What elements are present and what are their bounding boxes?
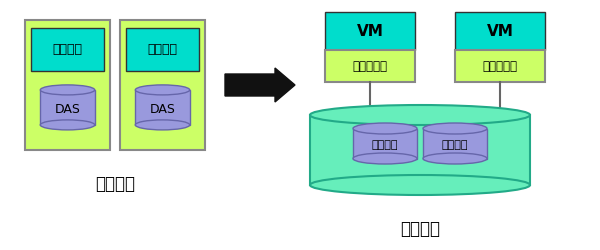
Polygon shape xyxy=(310,115,530,185)
Polygon shape xyxy=(353,128,417,158)
Polygon shape xyxy=(40,90,95,125)
Text: VM: VM xyxy=(487,24,514,38)
Bar xyxy=(120,20,205,150)
Ellipse shape xyxy=(40,120,95,130)
Polygon shape xyxy=(423,128,487,158)
Text: DAS: DAS xyxy=(55,103,80,116)
Ellipse shape xyxy=(353,153,417,164)
Text: 仮想ホスト: 仮想ホスト xyxy=(482,60,517,72)
FancyArrow shape xyxy=(225,68,295,102)
Text: 仮想化後: 仮想化後 xyxy=(400,220,440,238)
Ellipse shape xyxy=(353,123,417,134)
Text: システム: システム xyxy=(53,43,83,56)
Ellipse shape xyxy=(136,85,190,95)
Ellipse shape xyxy=(423,153,487,164)
Bar xyxy=(126,28,199,71)
Text: システム: システム xyxy=(148,43,178,56)
Polygon shape xyxy=(136,90,190,125)
Bar xyxy=(31,28,104,71)
Ellipse shape xyxy=(310,105,530,125)
Text: イメージ: イメージ xyxy=(442,140,468,150)
Ellipse shape xyxy=(310,175,530,195)
Bar xyxy=(455,50,545,82)
Bar xyxy=(25,20,110,150)
Ellipse shape xyxy=(136,120,190,130)
Ellipse shape xyxy=(40,85,95,95)
Text: DAS: DAS xyxy=(149,103,175,116)
Text: イメージ: イメージ xyxy=(372,140,398,150)
Bar xyxy=(325,50,415,82)
Text: 仮想化前: 仮想化前 xyxy=(95,175,135,193)
Bar xyxy=(455,12,545,50)
Text: 仮想ホスト: 仮想ホスト xyxy=(353,60,388,72)
Bar xyxy=(325,12,415,50)
Text: VM: VM xyxy=(356,24,383,38)
Ellipse shape xyxy=(423,123,487,134)
